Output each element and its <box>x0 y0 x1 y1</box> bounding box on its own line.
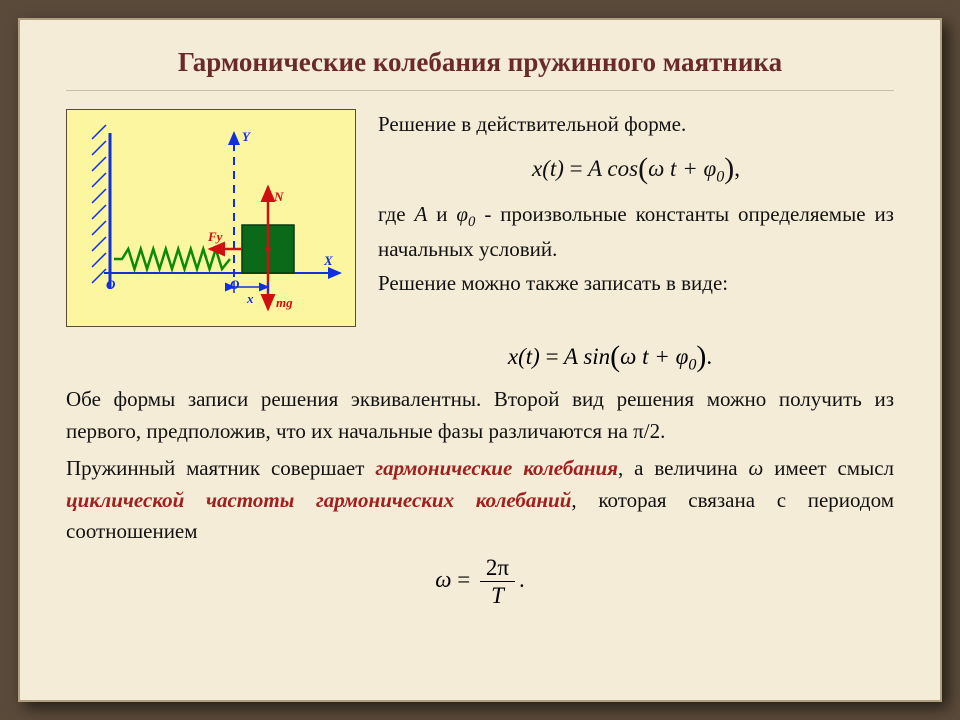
svg-text:O: O <box>106 277 116 292</box>
formula-sin: x(t) = A sin(ω t + φ0). <box>326 338 894 375</box>
paragraph-omega: Пружинный маятник совершает гармонически… <box>66 453 894 548</box>
spring-pendulum-diagram: YXNmgFуxOO <box>66 109 356 332</box>
diagram-svg: YXNmgFуxOO <box>66 109 356 327</box>
svg-text:O: O <box>230 277 240 292</box>
svg-text:x: x <box>246 291 254 306</box>
svg-text:N: N <box>273 189 284 204</box>
text-line-3: Решение можно также записать в виде: <box>378 268 894 298</box>
svg-text:mg: mg <box>276 295 293 310</box>
text-line-1: Решение в действительной форме. <box>378 109 894 139</box>
svg-text:X: X <box>323 253 333 268</box>
svg-text:Fу: Fу <box>207 229 223 244</box>
divider <box>66 90 894 91</box>
formula-omega: ω = 2πT. <box>66 556 894 607</box>
side-text: Решение в действительной форме. x(t) = A… <box>378 109 894 303</box>
slide: Гармонические колебания пружинного маятн… <box>18 18 942 702</box>
slide-title: Гармонические колебания пружинного маятн… <box>66 46 894 80</box>
formula-cos: x(t) = A cos(ω t + φ0), <box>378 145 894 189</box>
paragraph-equiv: Обе формы записи решения эквивалентны. В… <box>66 384 894 447</box>
svg-text:Y: Y <box>242 129 251 144</box>
text-line-2: где A и φ0 - произвольные константы опре… <box>378 199 894 264</box>
upper-row: YXNmgFуxOO Решение в действительной форм… <box>66 109 894 332</box>
